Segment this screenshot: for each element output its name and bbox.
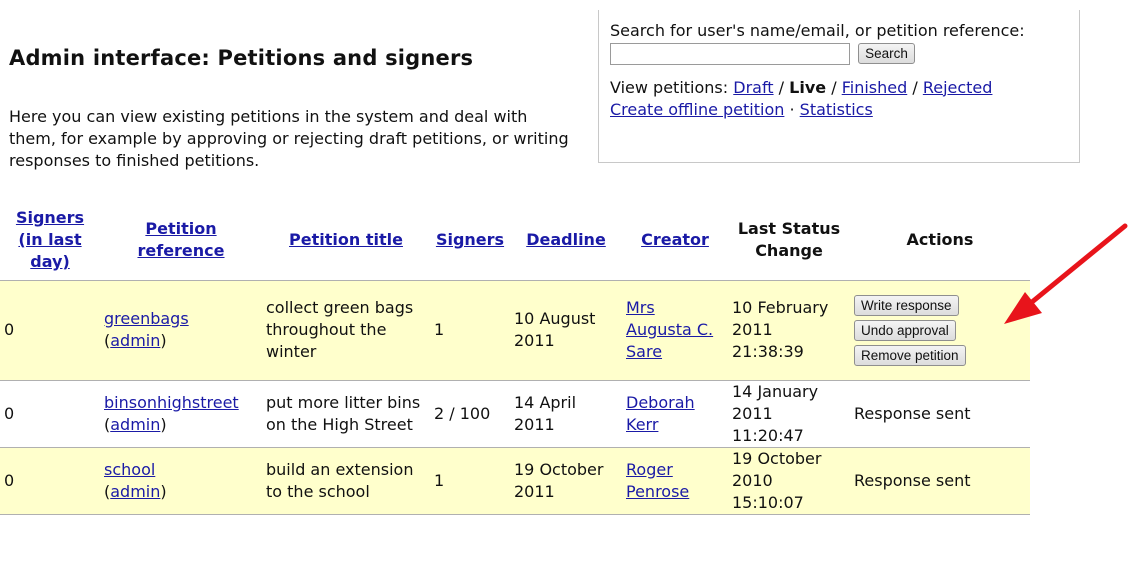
view-rejected-link[interactable]: Rejected (922, 77, 993, 97)
deadline-cell: 19 October 2011 (510, 447, 622, 515)
view-petitions-nav: View petitions: Draft / Live / Finished … (610, 77, 1069, 121)
petitions-table: Signers (in last day) Petition reference… (0, 200, 1030, 515)
view-prefix: View petitions: (610, 77, 729, 97)
signers-last-day-cell: 0 (0, 279, 100, 381)
petition-reference-link[interactable]: greenbags (104, 309, 189, 328)
create-offline-petition-link[interactable]: Create offline petition (610, 99, 785, 119)
creator-link[interactable]: Mrs Augusta C. Sare (626, 298, 714, 361)
page-title: Admin interface: Petitions and signers (9, 46, 474, 70)
search-button[interactable]: Search (858, 43, 915, 64)
search-label: Search for user's name/email, or petitio… (610, 21, 1025, 40)
view-separator: / (831, 77, 837, 97)
header-last-status: Last Status Change (737, 218, 841, 260)
creator-cell: Roger Penrose (622, 447, 728, 515)
sort-creator[interactable]: Creator (641, 229, 709, 249)
reference-cell: binsonhighstreet (admin) (100, 380, 262, 448)
signers-cell: 1 (430, 447, 510, 515)
signers-cell: 2 / 100 (430, 380, 510, 448)
table-row: 0 binsonhighstreet (admin) put more litt… (0, 380, 1030, 448)
creator-cell: Mrs Augusta C. Sare (622, 279, 728, 381)
view-finished-link[interactable]: Finished (841, 77, 908, 97)
deadline-cell: 14 April 2011 (510, 380, 622, 448)
statistics-link[interactable]: Statistics (799, 99, 873, 119)
search-input[interactable] (610, 42, 850, 65)
admin-link[interactable]: admin (110, 331, 161, 350)
sort-signers[interactable]: Signers (435, 229, 505, 249)
remove-petition-button[interactable]: Remove petition (854, 344, 966, 366)
intro-text: Here you can view existing petitions in … (9, 107, 569, 170)
header-actions: Actions (906, 229, 974, 249)
actions-cell: Write response Undo approval Remove peti… (850, 279, 1030, 381)
sort-signers-last-day[interactable]: Signers (in last day) (15, 207, 85, 271)
petition-reference-link[interactable]: binsonhighstreet (104, 392, 239, 412)
actions-cell: Response sent (850, 380, 1030, 448)
undo-approval-button[interactable]: Undo approval (854, 319, 956, 341)
reference-cell: school (admin) (100, 447, 262, 515)
table-header-row: Signers (in last day) Petition reference… (0, 200, 1030, 280)
table-row: 0 school (admin) build an extension to t… (0, 447, 1030, 515)
view-separator: / (912, 77, 918, 97)
actions-cell: Response sent (850, 447, 1030, 515)
last-status-cell: 10 February 2011 21:38:39 (728, 279, 850, 381)
last-status-cell: 14 January 2011 11:20:47 (728, 380, 850, 448)
creator-link[interactable]: Deborah Kerr (626, 392, 695, 434)
sort-deadline[interactable]: Deadline (526, 229, 606, 249)
signers-cell: 1 (430, 279, 510, 381)
table-row: 0 greenbags (admin) collect green bags t… (0, 279, 1030, 381)
last-status-cell: 19 October 2010 15:10:07 (728, 447, 850, 515)
creator-link[interactable]: Roger Penrose (626, 459, 690, 501)
petition-reference-link[interactable]: school (104, 459, 156, 479)
sort-petition-title[interactable]: Petition title (289, 229, 403, 249)
write-response-button[interactable]: Write response (854, 294, 959, 316)
admin-link[interactable]: admin (110, 414, 161, 434)
title-cell: put more litter bins on the High Street (262, 380, 430, 448)
title-cell: collect green bags throughout the winter (262, 279, 430, 381)
deadline-cell: 10 August 2011 (510, 279, 622, 381)
admin-link[interactable]: admin (110, 481, 161, 501)
sort-petition-reference[interactable]: Petition reference (137, 218, 225, 260)
dot-separator: · (789, 99, 795, 119)
creator-cell: Deborah Kerr (622, 380, 728, 448)
signers-last-day-cell: 0 (0, 380, 100, 448)
search-form: Search for user's name/email, or petitio… (610, 20, 1069, 65)
reference-cell: greenbags (admin) (100, 279, 262, 381)
view-separator: / (778, 77, 785, 97)
signers-last-day-cell: 0 (0, 447, 100, 515)
view-live-current: Live (789, 77, 827, 97)
title-cell: build an extension to the school (262, 447, 430, 515)
view-draft-link[interactable]: Draft (733, 77, 774, 97)
search-panel: Search for user's name/email, or petitio… (598, 10, 1080, 163)
